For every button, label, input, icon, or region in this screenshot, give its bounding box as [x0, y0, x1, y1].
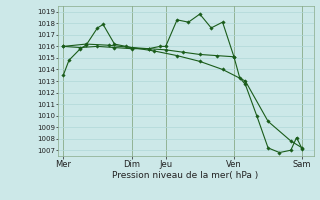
- X-axis label: Pression niveau de la mer( hPa ): Pression niveau de la mer( hPa ): [112, 171, 259, 180]
